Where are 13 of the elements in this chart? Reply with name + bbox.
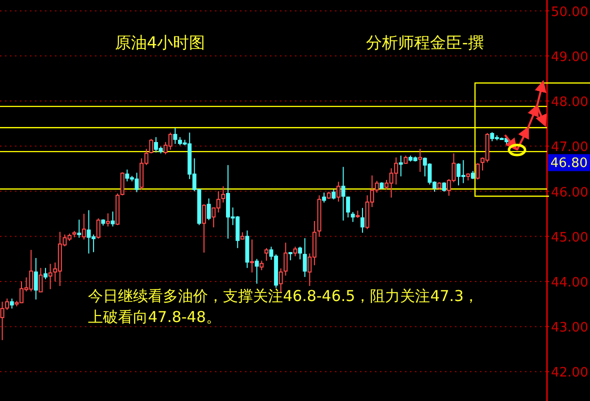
y-tick-label: 44.00 [551, 275, 588, 290]
y-tick-label: 42.00 [551, 366, 588, 381]
y-tick-label: 50.00 [551, 4, 588, 20]
y-tick-label: 43.00 [551, 320, 588, 336]
y-tick-label: 49.00 [551, 50, 588, 65]
y-tick-label: 46.00 [551, 185, 588, 200]
y-tick-label: 48.00 [551, 95, 588, 110]
y-tick-label: 47.00 [551, 140, 588, 156]
text: 46.80 [550, 156, 588, 172]
text: 分析师程金臣-撰 [366, 33, 484, 52]
y-tick-label: 45.00 [551, 230, 588, 246]
text: 原油4小时图 [114, 33, 206, 52]
annotation: 今日继续看多油价，支撑关注46.8-46.5，阻力关注47.3，上破看向47.8-48。 [88, 286, 480, 328]
